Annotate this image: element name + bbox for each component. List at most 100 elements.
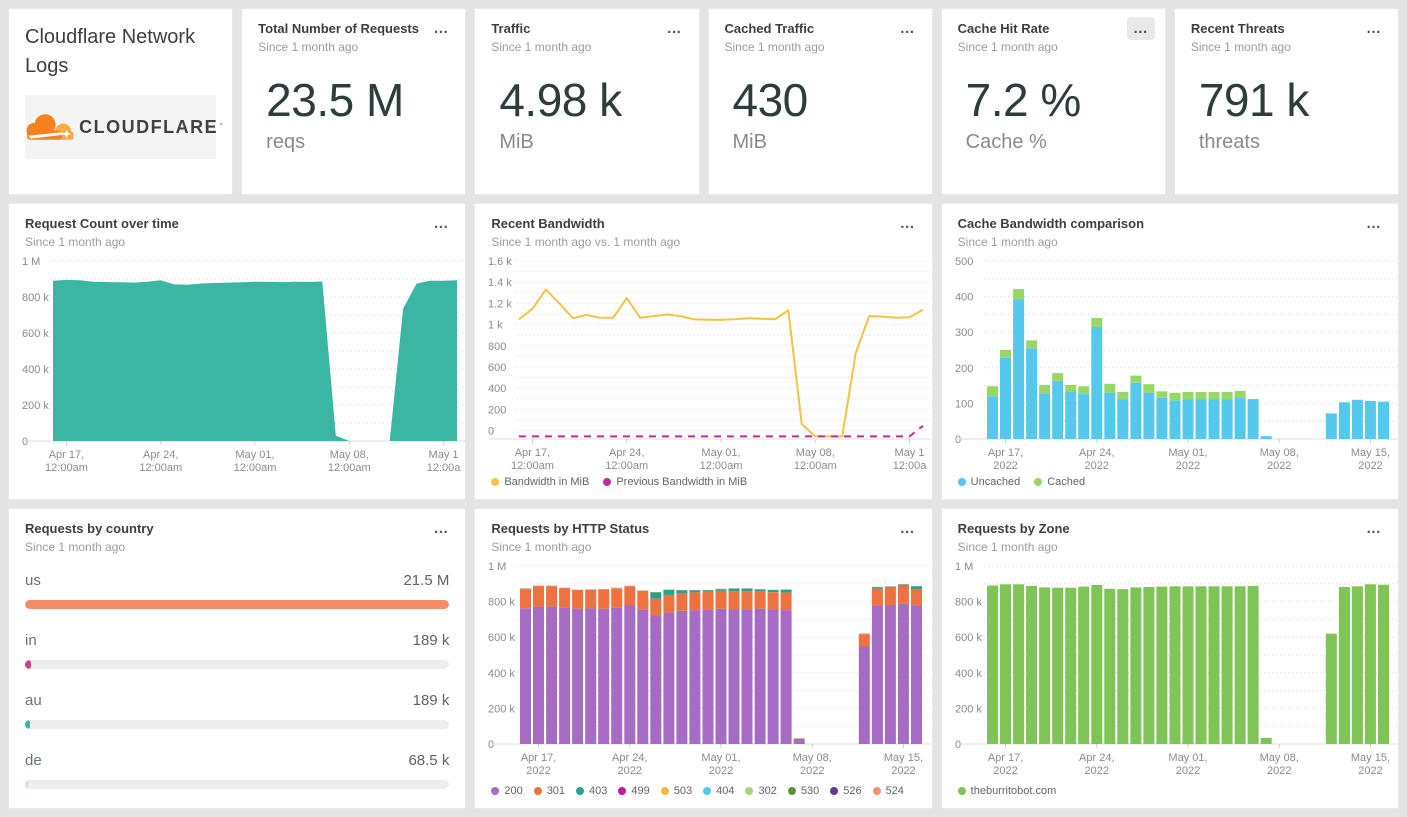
stat-value: 7.2 % bbox=[965, 74, 1082, 127]
legend-item-301[interactable]: 301 bbox=[533, 785, 565, 797]
svg-text:600 k: 600 k bbox=[955, 632, 982, 644]
more-options-icon[interactable]: … bbox=[1366, 20, 1382, 37]
more-options-icon[interactable]: … bbox=[433, 520, 450, 537]
more-options-icon[interactable]: … bbox=[1366, 215, 1382, 233]
legend-item-403[interactable]: 403 bbox=[576, 785, 607, 797]
svg-text:0: 0 bbox=[488, 426, 494, 438]
svg-text:1 M: 1 M bbox=[22, 256, 40, 268]
legend-item-200[interactable]: 200 bbox=[491, 785, 523, 797]
svg-text:Apr 24,: Apr 24, bbox=[612, 752, 647, 764]
stat-value: 791 k bbox=[1198, 74, 1310, 127]
legend-item-bandwidth-in-mib[interactable]: Bandwidth in MiB bbox=[491, 476, 589, 488]
svg-text:Apr 17,: Apr 17, bbox=[515, 447, 550, 459]
svg-text:2022: 2022 bbox=[709, 765, 733, 777]
svg-text:May 08,: May 08, bbox=[793, 752, 832, 764]
legend-item-theburritobot-com[interactable]: theburritobot.com bbox=[957, 785, 1056, 797]
cloudflare-cloud-icon bbox=[19, 107, 77, 147]
svg-text:12:00am: 12:00am bbox=[794, 460, 837, 472]
more-options-icon[interactable]: … bbox=[899, 20, 916, 37]
svg-text:0: 0 bbox=[22, 436, 28, 448]
svg-text:0: 0 bbox=[955, 434, 961, 446]
more-options-icon[interactable]: … bbox=[433, 215, 450, 233]
stat-unit: MiB bbox=[499, 130, 534, 153]
more-options-icon[interactable]: … bbox=[1366, 520, 1382, 537]
svg-text:600: 600 bbox=[488, 362, 506, 374]
stat-value: 430 bbox=[732, 74, 809, 127]
http-status-legend: 200 301 403 499 503 404 302 530 526 524 bbox=[475, 782, 931, 808]
country-row-au: au 189 k bbox=[25, 691, 450, 729]
legend-item-cached[interactable]: Cached bbox=[1034, 476, 1085, 488]
stat-unit: MiB bbox=[732, 130, 767, 153]
more-options-icon[interactable]: … bbox=[1126, 17, 1155, 40]
svg-text:500: 500 bbox=[955, 256, 973, 268]
svg-text:May 01,: May 01, bbox=[235, 449, 274, 461]
http-status-stacked-bar-chart[interactable]: 1 M 800 k 600 k 400 k 200 k 0 Apr 17, 2022 Apr 2… bbox=[475, 556, 932, 782]
svg-text:Apr 24,: Apr 24, bbox=[1079, 752, 1114, 764]
cloudflare-logo: CLOUDFLARE ' bbox=[25, 95, 222, 159]
svg-text:May 15,: May 15, bbox=[1351, 752, 1390, 764]
panel-request-count: Request Count over time Since 1 month ag… bbox=[8, 203, 467, 500]
panel-title: Requests by country bbox=[25, 521, 154, 536]
svg-text:1.4 k: 1.4 k bbox=[488, 277, 512, 289]
panel-subtitle: Since 1 month ago bbox=[957, 235, 1058, 249]
legend-item-499[interactable]: 499 bbox=[618, 785, 650, 797]
legend-dot-icon bbox=[703, 787, 712, 795]
cache-bandwidth-legend: Uncached Cached bbox=[942, 473, 1398, 499]
svg-text:2022: 2022 bbox=[993, 765, 1017, 777]
legend-label: 526 bbox=[843, 785, 862, 797]
svg-text:Apr 17,: Apr 17, bbox=[987, 447, 1022, 459]
svg-text:Apr 17,: Apr 17, bbox=[49, 449, 84, 461]
svg-text:12:00am: 12:00am bbox=[139, 462, 182, 474]
cloudflare-trademark: ' bbox=[220, 121, 223, 133]
panel-title: Traffic bbox=[491, 21, 531, 36]
more-options-icon[interactable]: … bbox=[899, 215, 916, 233]
legend-dot-icon bbox=[745, 787, 754, 795]
svg-text:May 08,: May 08, bbox=[1259, 447, 1298, 459]
legend-label: 200 bbox=[504, 785, 523, 797]
legend-item-526[interactable]: 526 bbox=[830, 785, 862, 797]
svg-text:12:00am: 12:00am bbox=[700, 460, 743, 472]
panel-title: Cached Traffic bbox=[724, 21, 815, 36]
legend-item-302[interactable]: 302 bbox=[745, 785, 777, 797]
svg-text:12:00am: 12:00am bbox=[606, 460, 649, 472]
cache-bandwidth-bar-chart[interactable]: 500 400 300 200 100 0 Apr 17, 2022 Apr 24, 2022 Ma… bbox=[942, 251, 1398, 473]
svg-text:May 08,: May 08, bbox=[796, 447, 835, 459]
svg-text:May 01,: May 01, bbox=[702, 752, 741, 764]
legend-label: Cached bbox=[1047, 476, 1086, 488]
more-options-icon[interactable]: … bbox=[899, 520, 916, 537]
legend-label: 403 bbox=[589, 785, 608, 797]
country-bar-track bbox=[25, 719, 450, 729]
legend-label: Uncached bbox=[970, 476, 1021, 488]
panel-title: Request Count over time bbox=[25, 216, 179, 232]
svg-text:2022: 2022 bbox=[993, 460, 1017, 472]
svg-text:Apr 17,: Apr 17, bbox=[521, 752, 556, 764]
more-options-icon[interactable]: … bbox=[666, 20, 683, 37]
svg-text:2022: 2022 bbox=[1175, 765, 1199, 777]
svg-text:0: 0 bbox=[955, 739, 961, 751]
country-value: 189 k bbox=[412, 691, 450, 709]
legend-dot-icon bbox=[830, 787, 839, 795]
country-row-us: us 21.5 M bbox=[25, 572, 450, 609]
svg-text:2022: 2022 bbox=[1358, 460, 1382, 472]
svg-text:2022: 2022 bbox=[1267, 765, 1291, 777]
svg-text:May 01,: May 01, bbox=[702, 447, 741, 459]
svg-text:May 1: May 1 bbox=[895, 447, 925, 459]
legend-item-530[interactable]: 530 bbox=[787, 785, 819, 797]
zone-bar-chart[interactable]: 1 M 800 k 600 k 400 k 200 k 0 Apr 17, 2022 Apr 2… bbox=[942, 556, 1398, 782]
legend-dot-icon bbox=[533, 787, 542, 795]
legend-item-503[interactable]: 503 bbox=[660, 785, 692, 797]
legend-item-previous-bandwidth-in-mib[interactable]: Previous Bandwidth in MiB bbox=[603, 476, 747, 488]
svg-text:2022: 2022 bbox=[892, 765, 916, 777]
zone-legend: theburritobot.com bbox=[942, 782, 1398, 808]
legend-item-404[interactable]: 404 bbox=[703, 785, 734, 797]
legend-item-uncached[interactable]: Uncached bbox=[957, 476, 1021, 488]
svg-text:May 01,: May 01, bbox=[1168, 752, 1207, 764]
legend-item-524[interactable]: 524 bbox=[872, 785, 904, 797]
more-options-icon[interactable]: … bbox=[433, 20, 450, 37]
svg-text:2022: 2022 bbox=[1358, 765, 1382, 777]
panel-cloudflare-network-logs: Cloudflare Network Logs CLOUDFLARE ' bbox=[8, 8, 234, 196]
request-count-area-chart[interactable]: 1 M 800 k 600 k 400 k 200 k 0 Apr 17, 12:00am Ap… bbox=[9, 251, 465, 475]
legend-dot-icon bbox=[787, 787, 796, 795]
svg-text:2022: 2022 bbox=[1267, 460, 1291, 472]
